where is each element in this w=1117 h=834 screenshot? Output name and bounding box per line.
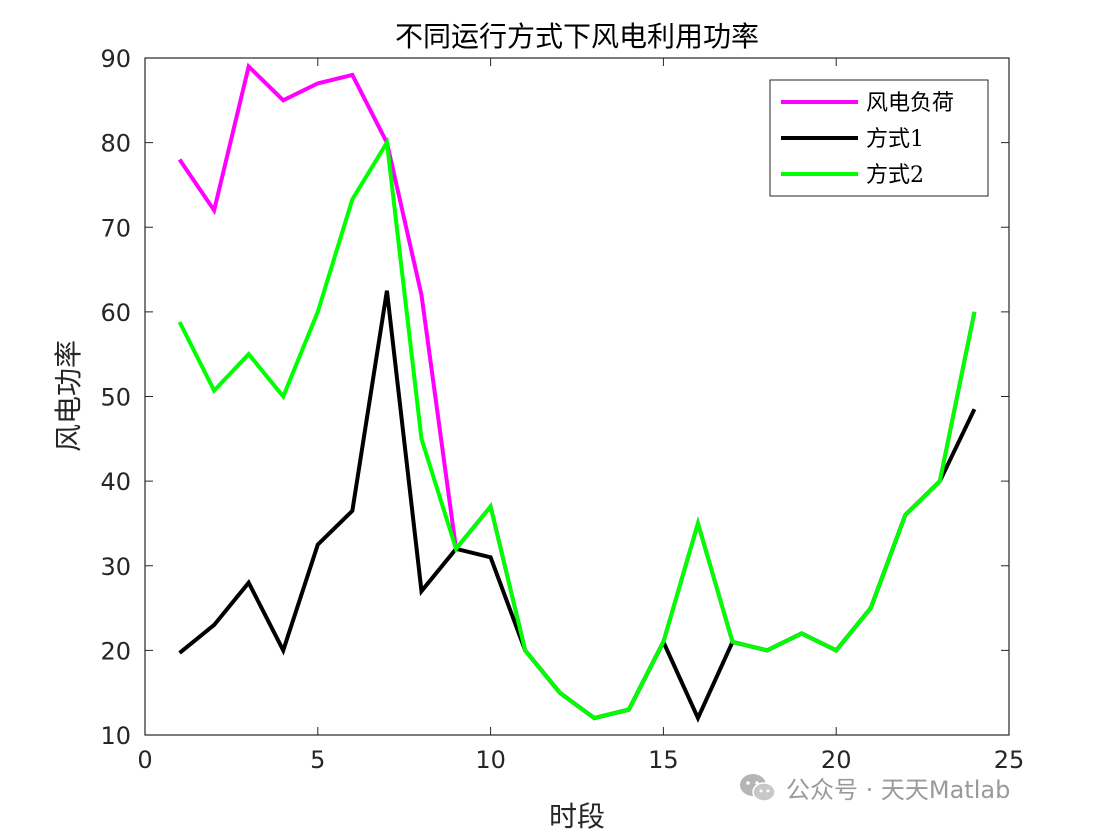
y-tick-label: 30 (100, 553, 131, 581)
watermark: 公众号 · 天天Matlab (738, 770, 1010, 805)
tick-layer: 0 5 10 15 20 25 10 20 30 40 50 60 70 80 90 (100, 45, 1024, 774)
series-line-3 (177, 136, 977, 721)
x-tick-label: 10 (475, 746, 506, 774)
y-axis-label: 风电功率 (52, 340, 85, 452)
y-tick-label: 40 (100, 468, 131, 496)
x-tick-label: 0 (137, 746, 152, 774)
legend-label-1: 风电负荷 (866, 91, 954, 116)
legend-label-3: 方式2 (866, 163, 924, 188)
x-tick-label: 25 (994, 746, 1025, 774)
x-tick-label: 5 (310, 746, 325, 774)
watermark-text: 公众号 · 天天Matlab (786, 776, 1011, 804)
series-layer (177, 62, 977, 723)
y-tick-label: 80 (100, 130, 131, 158)
legend-label-2: 方式1 (866, 127, 924, 152)
y-tick-label: 60 (100, 299, 131, 327)
y-tick-label: 10 (100, 722, 131, 750)
x-axis-label: 时段 (549, 800, 605, 833)
y-tick-label: 90 (100, 45, 131, 73)
y-tick-label: 50 (100, 384, 131, 412)
legend-box (769, 79, 989, 197)
chart-title: 不同运行方式下风电利用功率 (395, 20, 759, 53)
y-tick-label: 20 (100, 637, 131, 665)
y-tick-label: 70 (100, 214, 131, 242)
x-tick-label: 15 (648, 746, 679, 774)
wechat-icon (740, 773, 776, 802)
x-tick-label: 20 (821, 746, 852, 774)
